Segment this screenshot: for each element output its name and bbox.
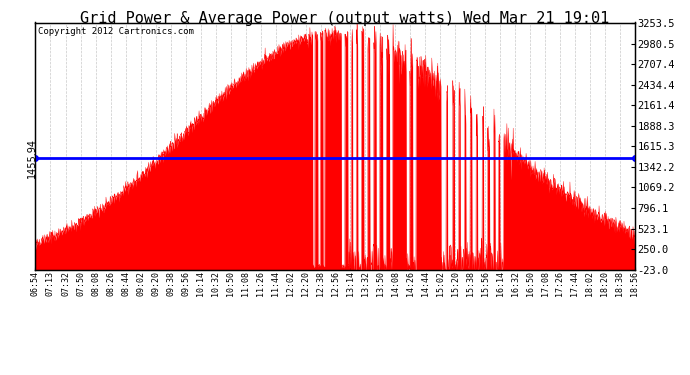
Text: Copyright 2012 Cartronics.com: Copyright 2012 Cartronics.com xyxy=(37,27,193,36)
Text: 1455.94: 1455.94 xyxy=(26,138,37,178)
Text: Grid Power & Average Power (output watts) Wed Mar 21 19:01: Grid Power & Average Power (output watts… xyxy=(80,11,610,26)
